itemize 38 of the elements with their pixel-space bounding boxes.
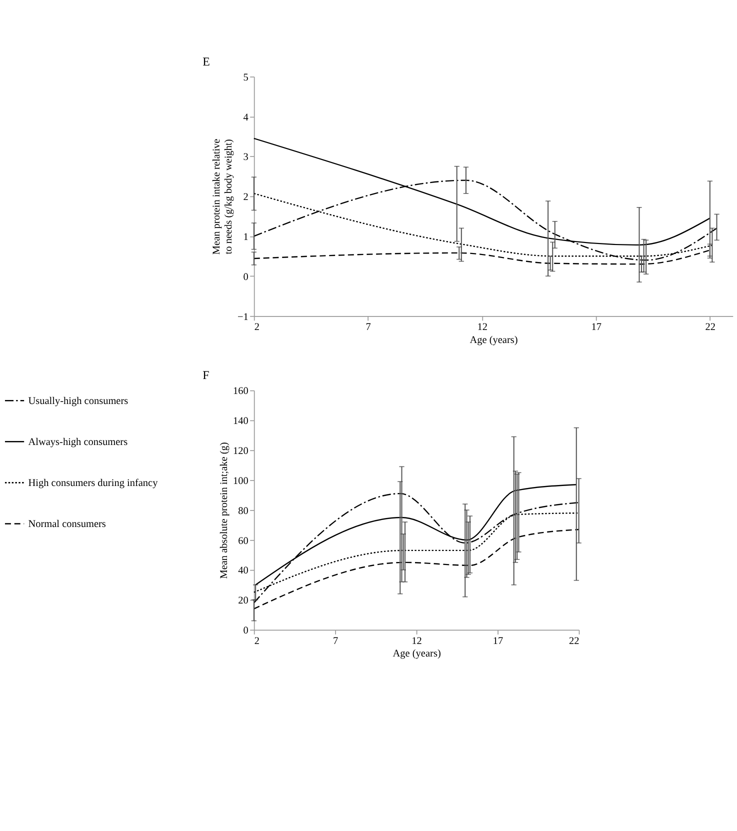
x-tick-label: 12 xyxy=(412,636,422,647)
chart-title: E xyxy=(202,54,210,68)
legend-label: High consumers during infancy xyxy=(28,478,159,490)
y-tick-label: 1 xyxy=(243,232,248,244)
legend-label: Always-high consumers xyxy=(28,437,128,448)
line-series xyxy=(253,250,711,265)
y-tick-label: 100 xyxy=(233,476,248,487)
x-tick-label: 22 xyxy=(569,636,580,647)
y-tick-label: 160 xyxy=(233,386,248,398)
y-axis-title: Mean absolute protein int;ake (g) xyxy=(219,442,230,579)
y-tick-label: 20 xyxy=(238,596,248,607)
legend-label: Usually-high consumers xyxy=(28,396,128,408)
y-axis-title: Mean protein intake relative to needs (g/kg body weight) xyxy=(212,138,234,255)
y-tick-label: 60 xyxy=(238,536,248,547)
y-tick-label: 5 xyxy=(243,72,248,84)
y-tick-label: −1 xyxy=(237,312,248,323)
y-tick-label: 2 xyxy=(243,192,248,204)
y-tick-label: 40 xyxy=(238,566,248,577)
x-tick-label: 2 xyxy=(254,322,260,334)
x-axis-title: Age (years) xyxy=(470,334,518,346)
y-tick-label: 120 xyxy=(233,446,248,458)
line-series xyxy=(253,528,580,610)
x-tick-label: 12 xyxy=(477,322,488,334)
y-tick-label: 0 xyxy=(243,272,248,283)
y-tick-label: 0 xyxy=(243,626,248,637)
y-tick-label: 80 xyxy=(238,506,248,517)
x-tick-label: 7 xyxy=(333,636,338,647)
x-tick-label: 17 xyxy=(591,322,602,334)
x-axis-title: Age (years) xyxy=(392,648,441,660)
x-tick-label: 7 xyxy=(366,322,371,334)
y-tick-label: 4 xyxy=(243,112,248,124)
x-tick-label: 17 xyxy=(492,636,504,647)
y-tick-label: 3 xyxy=(243,152,248,164)
legend-label: Normal consumers xyxy=(28,519,106,530)
y-tick-label: 140 xyxy=(233,416,248,428)
chart-title: F xyxy=(202,368,210,382)
x-tick-label: 2 xyxy=(254,636,260,647)
x-tick-label: 22 xyxy=(705,322,716,334)
